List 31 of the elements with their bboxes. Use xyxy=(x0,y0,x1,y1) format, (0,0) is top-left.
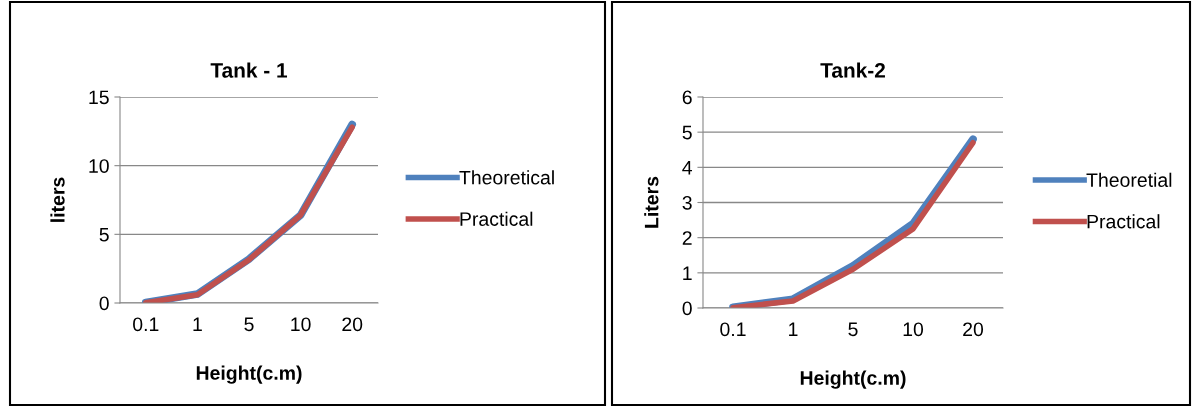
x-tick-label: 10 xyxy=(291,317,311,332)
y-axis-title: liters xyxy=(50,177,65,222)
legend-label: Theoretical xyxy=(459,170,554,185)
x-tick-label: 10 xyxy=(903,322,924,337)
chart-title: Tank - 1 xyxy=(210,62,288,78)
y-tick-label: 2 xyxy=(682,231,692,245)
y-tick-label: 0 xyxy=(682,301,692,316)
x-axis-title: Height(c.m) xyxy=(196,365,302,384)
x-tick-label: 1 xyxy=(193,317,202,331)
y-tick-label: 4 xyxy=(682,161,693,175)
y-tick-label: 5 xyxy=(682,125,692,140)
x-tick-label: 5 xyxy=(848,322,858,337)
y-tick-label: 10 xyxy=(89,159,109,173)
y-axis-title: Liters xyxy=(644,176,659,228)
x-tick-label: 5 xyxy=(244,317,254,332)
legend-label: Practical xyxy=(1087,214,1160,229)
legend-label: Practical xyxy=(460,211,533,226)
y-tick-label: 0 xyxy=(99,296,109,311)
y-tick-label: 5 xyxy=(99,228,109,242)
x-tick-label: 20 xyxy=(342,317,363,332)
x-tick-label: 20 xyxy=(963,322,984,337)
x-tick-label: 0.1 xyxy=(133,317,159,332)
x-axis-title: Height(c.m) xyxy=(800,370,906,389)
y-tick-label: 15 xyxy=(89,90,109,105)
y-tick-label: 6 xyxy=(682,90,692,105)
y-tick-label: 1 xyxy=(683,266,692,280)
x-tick-label: 0.1 xyxy=(720,322,746,337)
x-tick-label: 1 xyxy=(789,322,798,336)
y-tick-label: 3 xyxy=(682,195,692,210)
chart-title: Tank-2 xyxy=(820,62,885,78)
legend-label: Theoretial xyxy=(1086,172,1172,187)
